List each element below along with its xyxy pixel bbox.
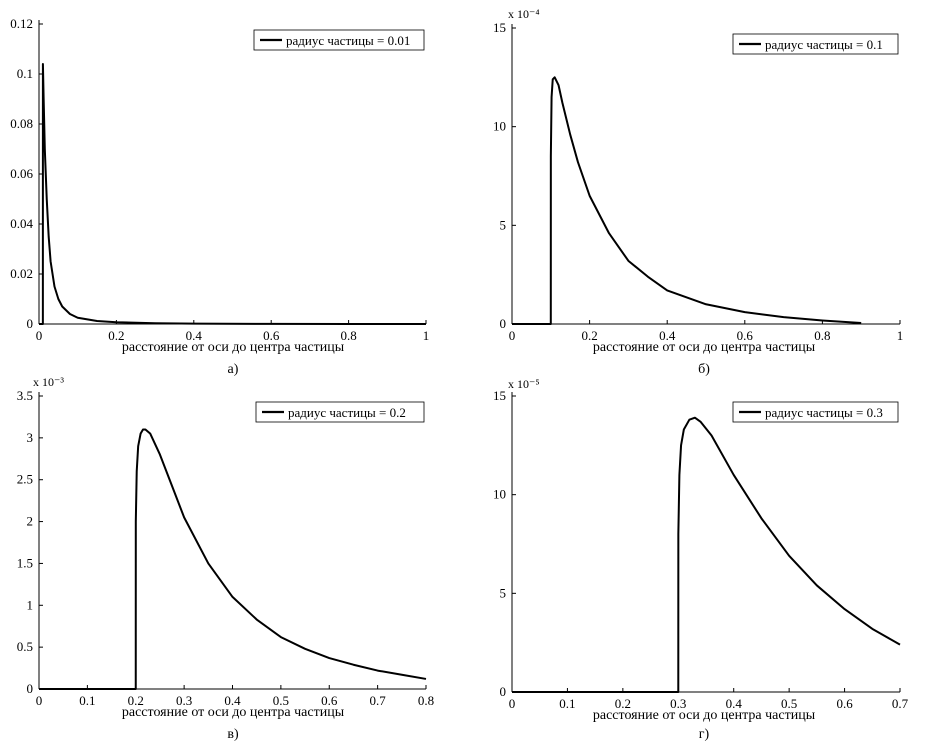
legend-box (732, 401, 899, 423)
y-tick-label: 0 (27, 681, 34, 696)
y-tick-label: 1.5 (17, 555, 33, 570)
x-tick-label: 0.6 (836, 696, 853, 711)
y-tick-label: 0 (500, 684, 507, 699)
panel-3: 0 0.1 0.2 0.3 0.4 0.5 0.6 0.7 0.8 0 0.5 1 1.5 2 2.5 3 3.… (17, 375, 434, 742)
series-line-1 (39, 428, 427, 690)
subfigure-label: г) (699, 727, 710, 742)
y-axis-multiplier: x 10⁻⁵ (508, 377, 540, 391)
y-tick-label: 0.1 (17, 66, 33, 81)
x-tick-label: 0.1 (559, 696, 575, 711)
panel-4: 0 0.1 0.2 0.3 0.4 0.5 0.6 0.7 0 5 10 15x 10⁻⁵ радиус… (493, 377, 909, 742)
y-tick-label: 2 (27, 514, 34, 529)
x-tick-label: 0.4 (726, 696, 743, 711)
x-tick-label: 0.5 (781, 696, 797, 711)
subfigure-label: б) (698, 362, 710, 377)
panel-1: 0 0.2 0.4 0.6 0.8 1 0 0.02 0.04 0.06 0.08 0.1 0.12 ра… (10, 16, 429, 377)
x-axis-label: расстояние от оси до центра частицы (593, 340, 816, 355)
y-tick-label: 10 (493, 487, 506, 502)
legend-label: радиус частицы = 0.3 (765, 405, 883, 420)
y-tick-label: 15 (493, 388, 506, 403)
x-tick-label: 0.3 (176, 693, 192, 708)
y-tick-label: 10 (493, 119, 506, 134)
y-tick-label: 15 (493, 20, 506, 35)
legend: радиус частицы = 0.2 (255, 401, 425, 423)
x-tick-label: 0.1 (79, 693, 95, 708)
y-tick-label: 0.02 (10, 266, 33, 281)
y-tick-label: 5 (500, 585, 507, 600)
x-tick-label: 0.4 (186, 328, 203, 343)
x-tick-label: 0.5 (273, 693, 289, 708)
legend-label: радиус частицы = 0.2 (288, 405, 406, 420)
x-tick-label: 0 (509, 696, 516, 711)
x-tick-label: 1 (897, 328, 904, 343)
y-tick-label: 0.04 (10, 216, 33, 231)
legend-label: радиус частицы = 0.01 (286, 33, 410, 48)
y-tick-label: 3 (27, 430, 34, 445)
x-tick-label: 0.6 (737, 328, 754, 343)
x-tick-label: 0.3 (670, 696, 686, 711)
y-tick-label: 3.5 (17, 388, 33, 403)
x-tick-label: 0.7 (892, 696, 909, 711)
y-tick-label: 0.12 (10, 16, 33, 31)
y-tick-label: 0 (27, 316, 34, 331)
x-tick-label: 0.2 (128, 693, 144, 708)
legend-box (255, 401, 425, 423)
series-line-1 (512, 416, 901, 693)
legend: радиус частицы = 0.1 (732, 33, 899, 55)
x-tick-label: 0.6 (263, 328, 280, 343)
x-axis-label: расстояние от оси до центра частицы (122, 340, 345, 355)
y-tick-label: 0.08 (10, 116, 33, 131)
subfigure-label: в) (227, 727, 239, 742)
x-tick-label: 0.4 (224, 693, 241, 708)
y-tick-label: 0.5 (17, 639, 33, 654)
x-tick-label: 0.8 (814, 328, 830, 343)
x-tick-label: 0.6 (321, 693, 338, 708)
x-tick-label: 0.4 (659, 328, 676, 343)
x-tick-label: 0 (509, 328, 516, 343)
x-axis-label: расстояние от оси до центра частицы (593, 708, 816, 723)
y-axis-multiplier: x 10⁻³ (33, 375, 64, 389)
y-tick-label: 0 (500, 316, 507, 331)
series-line-1 (39, 63, 427, 325)
x-tick-label: 0 (36, 328, 43, 343)
x-tick-label: 0.8 (340, 328, 356, 343)
y-tick-label: 1 (27, 597, 34, 612)
legend-box (732, 33, 899, 55)
y-axis-multiplier: x 10⁻⁴ (508, 7, 540, 21)
legend: радиус частицы = 0.01 (253, 29, 425, 51)
x-tick-label: 0.2 (581, 328, 597, 343)
y-tick-label: 0.06 (10, 166, 33, 181)
x-tick-label: 0 (36, 693, 43, 708)
legend-box (253, 29, 425, 51)
x-tick-label: 0.7 (370, 693, 387, 708)
y-tick-label: 2.5 (17, 472, 33, 487)
x-axis-label: расстояние от оси до центра частицы (122, 705, 345, 720)
x-tick-label: 1 (423, 328, 430, 343)
legend-label: радиус частицы = 0.1 (765, 37, 883, 52)
x-tick-label: 0.8 (418, 693, 434, 708)
x-tick-label: 0.2 (108, 328, 124, 343)
y-tick-label: 5 (500, 217, 507, 232)
subfigure-label: а) (228, 362, 239, 377)
x-tick-label: 0.2 (615, 696, 631, 711)
legend: радиус частицы = 0.3 (732, 401, 899, 423)
series-line-1 (512, 76, 862, 325)
